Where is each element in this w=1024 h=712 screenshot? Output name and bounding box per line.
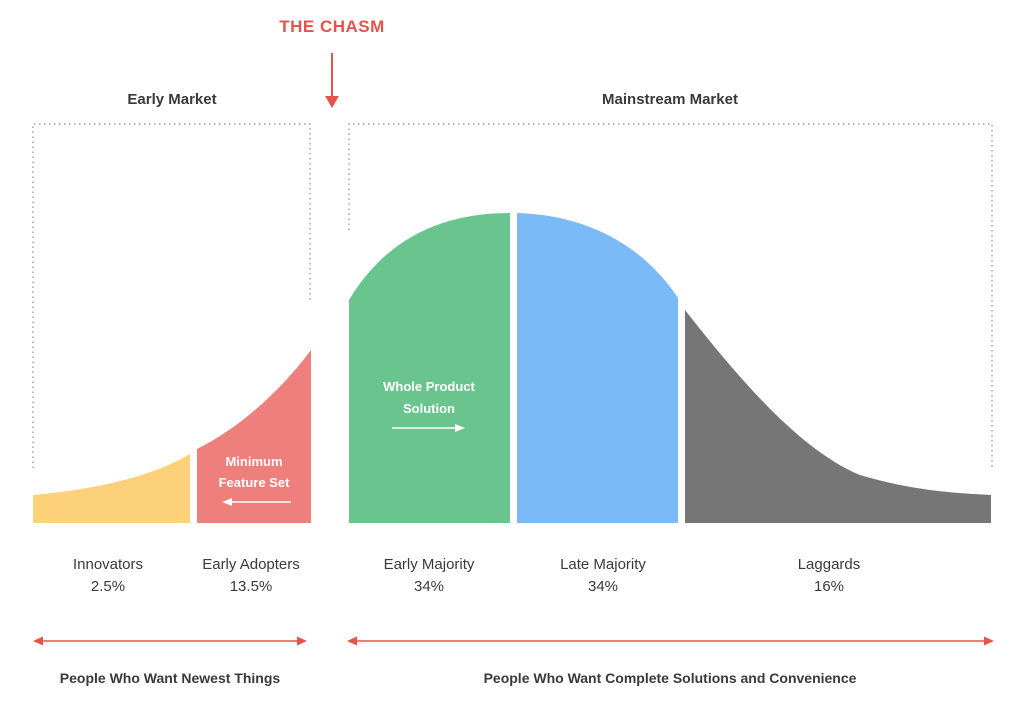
minimum-feature-set-line2: Feature Set	[219, 475, 290, 490]
segment-percent-early-adopters: 13.5%	[230, 578, 273, 595]
early-market-people-caption: People Who Want Newest Things	[60, 670, 281, 686]
segment-laggards	[685, 310, 991, 523]
segment-early-adopters	[197, 350, 311, 523]
mainstream-market-span-arrow-icon	[347, 636, 994, 646]
segment-percent-innovators: 2.5%	[91, 578, 125, 595]
early-market-span-arrow-icon	[33, 636, 307, 646]
segment-percent-early-majority: 34%	[414, 578, 444, 595]
chasm-arrow-icon	[325, 53, 339, 108]
segment-name-early-majority: Early Majority	[384, 556, 475, 573]
mainstream-market-title: Mainstream Market	[602, 91, 738, 108]
segment-name-laggards: Laggards	[798, 556, 861, 573]
early-market-title: Early Market	[127, 91, 216, 108]
whole-product-line1: Whole Product	[383, 379, 475, 394]
segment-late-majority	[517, 213, 678, 523]
segment-innovators	[33, 454, 190, 523]
whole-product-line2: Solution	[403, 401, 455, 416]
segment-early-majority	[349, 213, 510, 523]
minimum-feature-set-line1: Minimum	[225, 454, 282, 469]
left-arrow-icon	[222, 498, 291, 506]
segment-name-innovators: Innovators	[73, 556, 143, 573]
segment-name-late-majority: Late Majority	[560, 556, 646, 573]
chasm-label: THE CHASM	[279, 17, 385, 36]
segment-name-early-adopters: Early Adopters	[202, 556, 300, 573]
mainstream-market-people-caption: People Who Want Complete Solutions and C…	[484, 670, 857, 686]
segment-percent-late-majority: 34%	[588, 578, 618, 595]
right-arrow-icon	[392, 424, 465, 432]
mainstream-market-bracket	[348, 123, 993, 468]
segment-percent-laggards: 16%	[814, 578, 844, 595]
